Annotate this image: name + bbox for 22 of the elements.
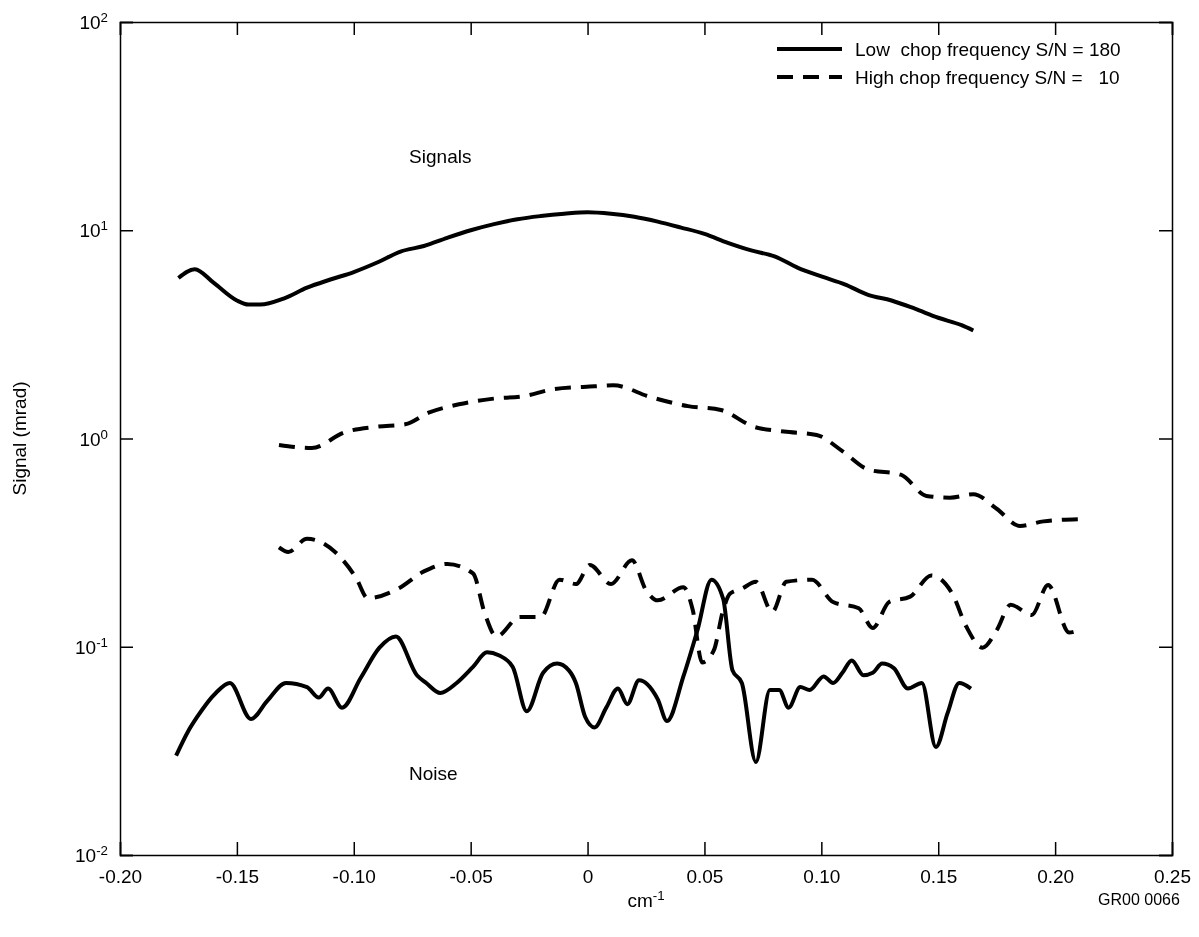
x-tick-label: 0.15 bbox=[920, 866, 958, 887]
x-tick-label: -0.10 bbox=[332, 866, 376, 887]
x-tick-label: 0.05 bbox=[686, 866, 724, 887]
x-tick-label: -0.15 bbox=[215, 866, 260, 887]
y-tick-label: 10$^{2}$ bbox=[79, 9, 108, 34]
y-axis-title: Signal (mrad) bbox=[9, 381, 30, 496]
x-axis-title: cm$^{-1}$ bbox=[627, 887, 665, 911]
y-tick-label: 10$^{1}$ bbox=[79, 217, 108, 242]
legend-label: Low chop frequency S/N = 180 bbox=[855, 38, 1121, 60]
text: GR00 0066 bbox=[1098, 891, 1181, 908]
x-tick-label: 0.20 bbox=[1037, 866, 1075, 887]
x-tick-label: 0.25 bbox=[1154, 866, 1191, 887]
x-tick-label: 0.10 bbox=[803, 866, 841, 887]
y-tick-label: 10$^{-2}$ bbox=[75, 842, 108, 867]
annotation: Noise bbox=[408, 762, 458, 784]
x-tick-label: 0 bbox=[582, 866, 594, 887]
x-tick-label: -0.20 bbox=[98, 866, 143, 887]
x-tick-label: -0.05 bbox=[449, 866, 493, 887]
y-tick-label: 10$^{0}$ bbox=[79, 426, 108, 450]
y-tick-label: 10$^{-1}$ bbox=[75, 634, 108, 658]
annotation: Signals bbox=[409, 146, 472, 168]
legend-label: High chop frequency S/N = 10 bbox=[855, 66, 1120, 88]
